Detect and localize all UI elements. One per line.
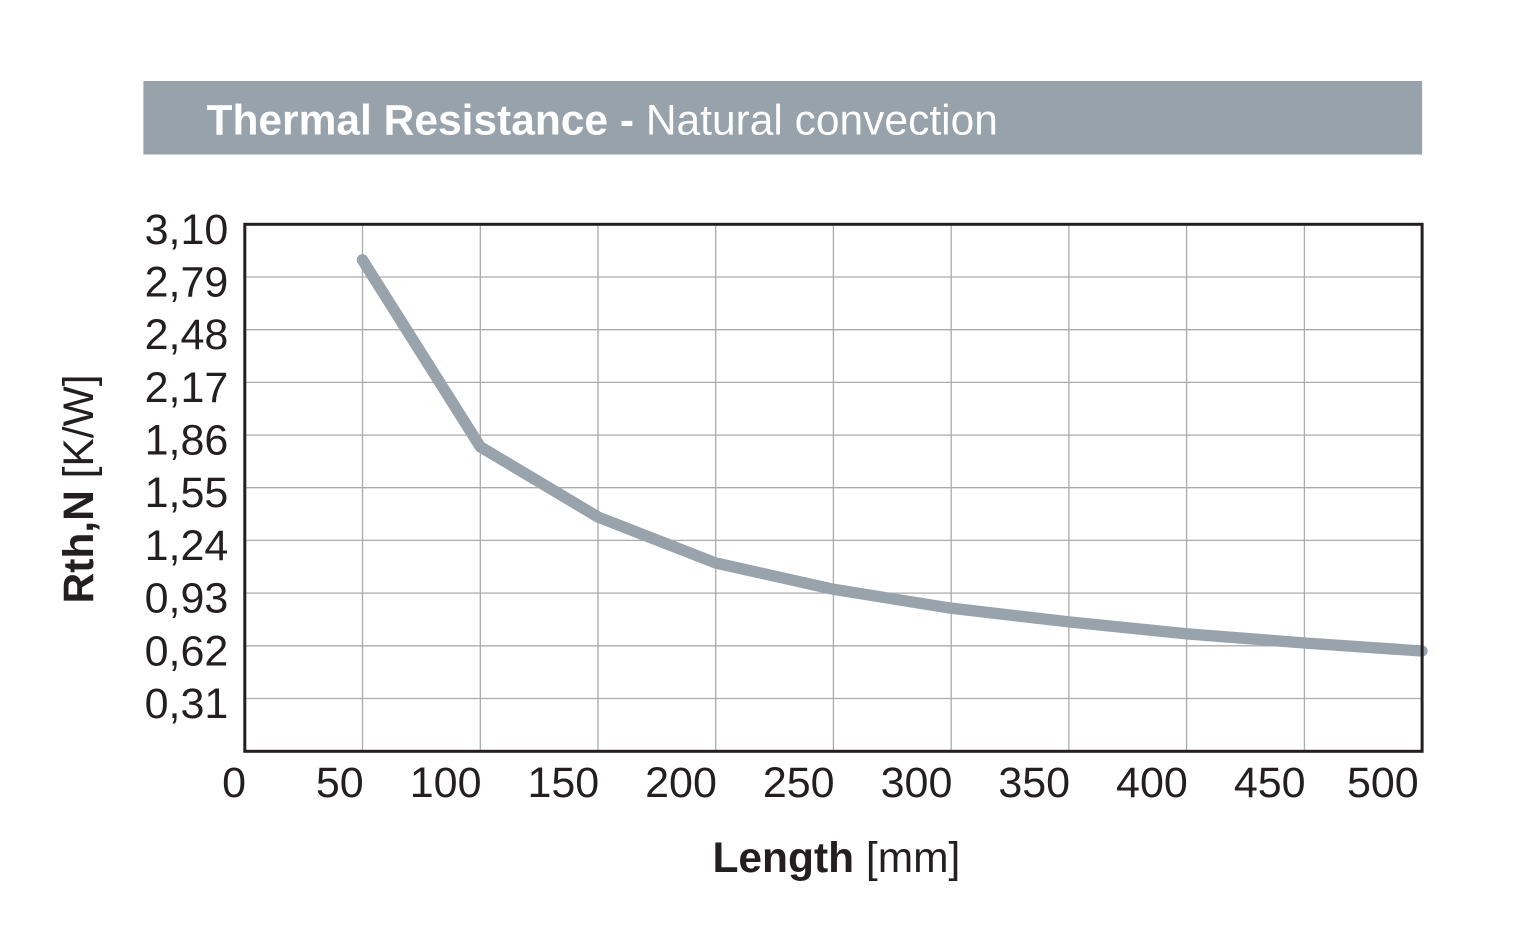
svg-text:50: 50 xyxy=(316,759,364,807)
svg-text:1,24: 1,24 xyxy=(145,522,229,570)
svg-text:1,55: 1,55 xyxy=(145,469,229,517)
svg-text:300: 300 xyxy=(881,759,953,807)
svg-text:250: 250 xyxy=(763,759,835,807)
svg-text:0: 0 xyxy=(222,759,246,807)
svg-text:0,62: 0,62 xyxy=(145,627,229,675)
svg-text:350: 350 xyxy=(998,759,1070,807)
svg-text:Length [mm]: Length [mm] xyxy=(712,835,960,882)
svg-text:400: 400 xyxy=(1116,759,1188,807)
svg-text:Thermal Resistance - Natural c: Thermal Resistance - Natural convection xyxy=(207,98,998,145)
svg-text:1,86: 1,86 xyxy=(145,417,229,465)
svg-text:2,79: 2,79 xyxy=(145,259,229,307)
svg-text:3,10: 3,10 xyxy=(145,206,229,254)
svg-text:0,93: 0,93 xyxy=(145,575,229,623)
svg-text:100: 100 xyxy=(410,759,482,807)
svg-text:450: 450 xyxy=(1234,759,1306,807)
svg-text:0,31: 0,31 xyxy=(145,680,229,728)
svg-text:2,48: 2,48 xyxy=(145,311,229,359)
svg-text:2,17: 2,17 xyxy=(145,364,229,412)
svg-text:500: 500 xyxy=(1347,759,1419,807)
svg-text:150: 150 xyxy=(527,759,599,807)
svg-text:200: 200 xyxy=(645,759,717,807)
svg-text:Rth,N [K/W]: Rth,N [K/W] xyxy=(56,374,103,603)
